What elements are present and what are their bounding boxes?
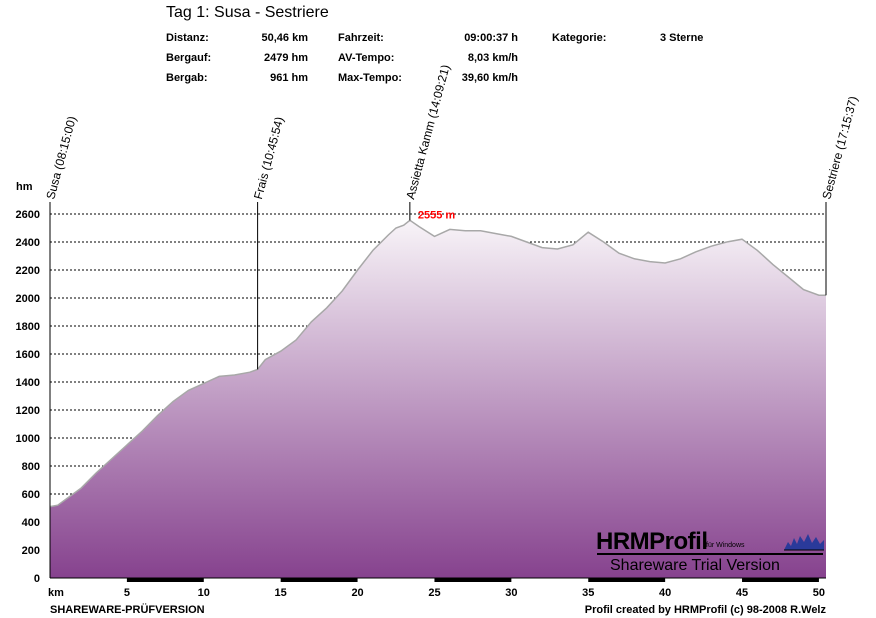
watermark-subtitle: für Windows <box>706 542 745 549</box>
elevation-area <box>49 219 826 579</box>
stat-label-av-tempo: AV-Tempo: <box>338 52 395 64</box>
watermark-underline <box>597 553 823 555</box>
x-tick-label: 25 <box>428 587 440 599</box>
stat-label-bergauf: Bergauf: <box>166 52 212 64</box>
watermark-trial-text: Shareware Trial Version <box>610 557 780 574</box>
page-title: Tag 1: Susa - Sestriere <box>166 4 329 21</box>
x-tick-label: 5 <box>124 587 130 599</box>
y-tick-label: 800 <box>22 461 40 473</box>
y-tick-label: 2600 <box>16 209 40 221</box>
y-tick-label: 1600 <box>16 349 40 361</box>
x-tick-label: 50 <box>813 587 825 599</box>
watermark-skyline-icon <box>784 534 824 551</box>
km-bar-segment <box>280 578 358 582</box>
y-tick-label: 0 <box>34 573 40 585</box>
stat-label-bergab: Bergab: <box>166 72 208 84</box>
watermark-brand: HRMProfil <box>596 528 708 555</box>
stat-value-av-tempo: 8,03 km/h <box>467 52 518 64</box>
y-tick-label: 1200 <box>16 405 40 417</box>
x-tick-label: 35 <box>582 587 594 599</box>
stat-value-bergauf: 2479 hm <box>263 52 308 64</box>
y-tick-label: 2200 <box>16 265 40 277</box>
stat-value-max-tempo: 39,60 km/h <box>461 72 518 84</box>
x-tick-label: 30 <box>505 587 517 599</box>
y-tick-labels: 0 200 400 600 800 1000 1200 1400 1600 1800 2000 220… <box>16 209 40 585</box>
stat-label-distanz: Distanz: <box>166 32 209 44</box>
stat-value-kategorie: 3 Sterne <box>660 32 704 44</box>
stat-label-fahrzeit: Fahrzeit: <box>338 32 384 44</box>
stat-label-kategorie: Kategorie: <box>552 32 607 44</box>
km-bar-segment <box>434 578 512 582</box>
y-tick-label: 200 <box>22 545 40 557</box>
footer-left: SHAREWARE-PRÜFVERSION <box>50 604 205 616</box>
y-tick-label: 1400 <box>16 377 40 389</box>
km-bar-segment <box>742 578 819 582</box>
peak-label: 2555 m <box>418 209 456 221</box>
y-tick-label: 2000 <box>16 293 40 305</box>
elevation-line <box>49 219 826 508</box>
waypoint-label: Susa (08:15:00) <box>43 115 79 201</box>
area-fill <box>50 220 826 579</box>
waypoint-label: Frais (10:45:54) <box>251 115 286 200</box>
stat-value-distanz: 50,46 km <box>261 32 308 44</box>
y-axis-label: hm <box>16 181 33 193</box>
footer-right: Profil created by HRMProfil (c) 98-2008 … <box>584 604 826 616</box>
x-tick-label: 40 <box>659 587 671 599</box>
km-bar-segment <box>126 578 204 582</box>
x-tick-labels: 5 10 15 20 25 30 35 40 45 50 <box>124 587 825 599</box>
y-tick-label: 400 <box>22 517 40 529</box>
stat-label-max-tempo: Max-Tempo: <box>338 72 402 84</box>
km-bar-segment <box>588 578 666 582</box>
y-tick-label: 600 <box>22 489 40 501</box>
x-tick-label: 20 <box>351 587 363 599</box>
y-tick-label: 1000 <box>16 433 40 445</box>
y-tick-label: 2400 <box>16 237 40 249</box>
stat-value-fahrzeit: 09:00:37 h <box>464 32 518 44</box>
x-tick-label: 45 <box>736 587 748 599</box>
y-tick-label: 1800 <box>16 321 40 333</box>
x-tick-label: 15 <box>275 587 287 599</box>
stat-value-bergab: 961 hm <box>270 72 308 84</box>
x-tick-label: 10 <box>198 587 210 599</box>
waypoint-label: Assietta Kamm (14:09:21) <box>403 63 452 201</box>
x-axis-label: km <box>48 587 64 599</box>
waypoint-label: Sestriere (17:15:37) <box>819 95 860 201</box>
